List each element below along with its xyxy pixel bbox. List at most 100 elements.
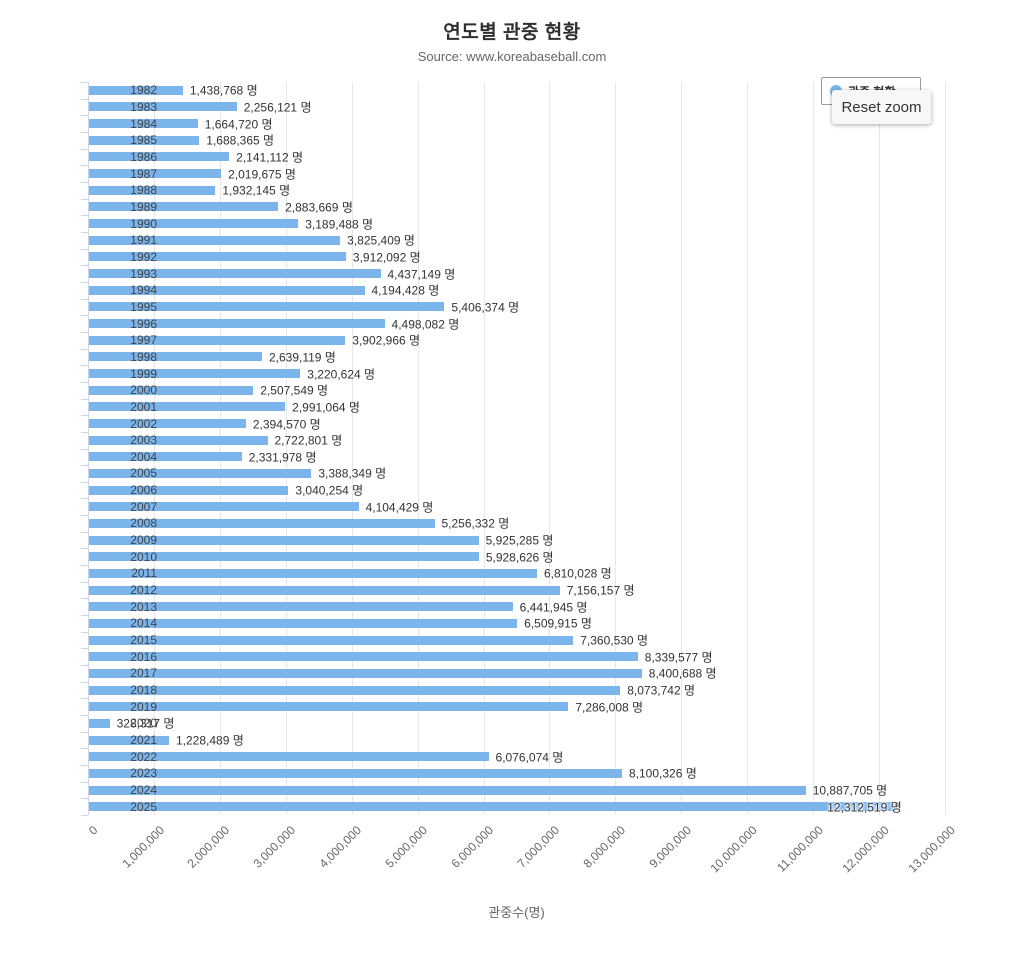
bar-2012[interactable] bbox=[89, 585, 560, 595]
bar-1995[interactable] bbox=[89, 302, 445, 312]
year-label-2014: 2014 bbox=[130, 616, 157, 631]
bar-1987[interactable] bbox=[89, 169, 222, 179]
value-label-1991: 3,825,409 명 bbox=[347, 233, 415, 248]
value-label-1995: 5,406,374 명 bbox=[451, 300, 520, 315]
bar-2021[interactable] bbox=[89, 735, 169, 745]
category-tick bbox=[81, 198, 88, 200]
year-label-2025: 2025 bbox=[130, 799, 157, 814]
bar-2007[interactable] bbox=[89, 502, 359, 512]
year-label-1987: 1987 bbox=[130, 166, 157, 181]
value-label-2011: 6,810,028 명 bbox=[543, 566, 612, 581]
value-label-2004: 2,331,978 명 bbox=[248, 450, 317, 465]
category-tick bbox=[81, 581, 88, 583]
category-tick bbox=[81, 348, 88, 350]
year-label-1995: 1995 bbox=[130, 299, 157, 314]
bar-2017[interactable] bbox=[89, 668, 642, 678]
year-label-2010: 2010 bbox=[130, 549, 157, 564]
bar-1997[interactable] bbox=[89, 335, 346, 345]
bar-1993[interactable] bbox=[89, 269, 381, 279]
bar-2009[interactable] bbox=[89, 535, 479, 545]
value-label-1994: 4,194,428 명 bbox=[371, 283, 440, 298]
bar-2005[interactable] bbox=[89, 468, 312, 478]
value-axis-tick-label: 5,000,000 bbox=[382, 823, 431, 871]
bar-2024[interactable] bbox=[89, 785, 806, 795]
value-label-2023: 8,100,326 명 bbox=[629, 766, 697, 781]
bar-2019[interactable] bbox=[89, 702, 569, 712]
category-tick bbox=[81, 748, 88, 750]
bar-2008[interactable] bbox=[89, 518, 435, 528]
category-tick bbox=[81, 381, 88, 383]
value-label-1996: 4,498,082 명 bbox=[391, 317, 460, 332]
bar-2000[interactable] bbox=[89, 385, 254, 395]
bar-2002[interactable] bbox=[89, 419, 246, 428]
value-label-2006: 3,040,254 명 bbox=[295, 483, 364, 498]
value-label-1984: 1,664,720 명 bbox=[204, 117, 273, 132]
bar-1989[interactable] bbox=[89, 202, 279, 212]
category-tick bbox=[81, 315, 88, 317]
bar-2013[interactable] bbox=[89, 602, 513, 612]
value-label-2010: 5,928,626 명 bbox=[485, 550, 554, 565]
value-label-1985: 1,688,365 명 bbox=[206, 133, 275, 148]
value-axis-tick-label: 6,000,000 bbox=[448, 823, 497, 871]
bar-1988[interactable] bbox=[89, 185, 216, 195]
value-axis-tick-label: 2,000,000 bbox=[184, 823, 233, 871]
gridline bbox=[681, 82, 683, 815]
bar-1986[interactable] bbox=[89, 152, 230, 162]
value-label-2003: 2,722,801 명 bbox=[274, 433, 343, 448]
bar-1998[interactable] bbox=[89, 352, 262, 362]
category-tick bbox=[81, 648, 88, 650]
year-label-2000: 2000 bbox=[130, 383, 157, 398]
value-axis-title: 관중수(명) bbox=[488, 905, 545, 920]
value-label-2007: 4,104,429 명 bbox=[365, 500, 434, 515]
value-label-1983: 2,256,121 명 bbox=[243, 100, 312, 115]
bar-2015[interactable] bbox=[89, 635, 574, 645]
value-label-2008: 5,256,332 명 bbox=[441, 516, 510, 531]
bar-2014[interactable] bbox=[89, 618, 518, 628]
value-label-1998: 2,639,119 명 bbox=[268, 350, 336, 365]
bar-2003[interactable] bbox=[89, 435, 268, 445]
value-label-2022: 6,076,074 명 bbox=[495, 750, 564, 765]
reset-zoom-button[interactable]: Reset zoom bbox=[832, 90, 931, 124]
year-label-1991: 1991 bbox=[130, 233, 157, 248]
bar-2023[interactable] bbox=[89, 768, 622, 778]
category-tick bbox=[81, 665, 88, 667]
value-axis-tick-label: 11,000,000 bbox=[774, 823, 826, 875]
bar-1983[interactable] bbox=[89, 102, 237, 112]
year-label-1989: 1989 bbox=[130, 199, 157, 214]
bar-1994[interactable] bbox=[89, 285, 365, 295]
bar-2006[interactable] bbox=[89, 485, 289, 495]
year-label-1999: 1999 bbox=[130, 366, 157, 381]
bar-2001[interactable] bbox=[89, 402, 286, 412]
category-tick bbox=[81, 798, 88, 800]
bar-1992[interactable] bbox=[89, 252, 346, 262]
bar-1996[interactable] bbox=[89, 319, 385, 329]
value-label-2001: 2,991,064 명 bbox=[292, 400, 360, 415]
bar-1999[interactable] bbox=[89, 369, 301, 379]
bar-2010[interactable] bbox=[89, 552, 479, 562]
category-tick bbox=[81, 281, 88, 283]
value-label-1988: 1,932,145 명 bbox=[222, 183, 291, 198]
bar-1991[interactable] bbox=[89, 235, 341, 245]
value-label-2016: 8,339,577 명 bbox=[644, 650, 713, 665]
value-label-1992: 3,912,092 명 bbox=[352, 250, 421, 265]
value-label-2014: 6,509,915 명 bbox=[524, 616, 592, 631]
bar-2004[interactable] bbox=[89, 452, 242, 462]
category-axis-line bbox=[88, 82, 89, 815]
value-axis-tick-label: 10,000,000 bbox=[707, 823, 760, 876]
bar-2020[interactable] bbox=[89, 718, 110, 728]
bar-2011[interactable] bbox=[89, 568, 537, 578]
category-tick bbox=[81, 431, 88, 433]
value-axis-tick-label: 1,000,000 bbox=[118, 823, 167, 871]
value-axis-tick-label: 8,000,000 bbox=[580, 823, 629, 871]
bar-2018[interactable] bbox=[89, 685, 621, 695]
bar-1984[interactable] bbox=[89, 119, 198, 129]
bar-2025[interactable] bbox=[89, 802, 900, 812]
value-label-2000: 2,507,549 명 bbox=[260, 383, 329, 398]
year-label-2003: 2003 bbox=[130, 433, 157, 448]
category-tick bbox=[81, 248, 88, 250]
bar-1985[interactable] bbox=[89, 135, 200, 145]
bar-2022[interactable] bbox=[89, 752, 489, 762]
bar-1990[interactable] bbox=[89, 219, 299, 229]
bar-1982[interactable] bbox=[89, 85, 183, 95]
bar-2016[interactable] bbox=[89, 652, 638, 662]
